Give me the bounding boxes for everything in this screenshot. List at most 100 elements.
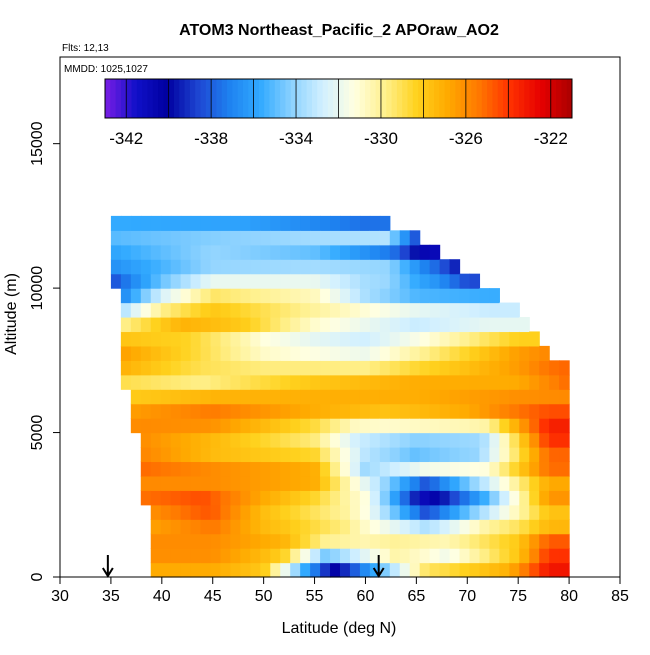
x-tick-label: 50 bbox=[255, 588, 273, 605]
heatmap-cell bbox=[320, 461, 331, 477]
colorbar-segment bbox=[147, 79, 154, 118]
heatmap-cell bbox=[240, 533, 251, 549]
heatmap-cell bbox=[280, 215, 291, 231]
heatmap-cell bbox=[140, 230, 152, 246]
colorbar-segment bbox=[173, 79, 180, 118]
heatmap-cell bbox=[369, 374, 381, 390]
heatmap-cell bbox=[220, 475, 232, 491]
colorbar-segment bbox=[471, 79, 477, 118]
heatmap-cell bbox=[509, 562, 520, 578]
heatmap-cell bbox=[519, 403, 530, 419]
heatmap-cell bbox=[260, 273, 271, 289]
heatmap-cell bbox=[539, 461, 550, 477]
heatmap-cell bbox=[270, 519, 281, 535]
heatmap-cell bbox=[270, 345, 281, 361]
heatmap-cell bbox=[320, 403, 331, 419]
heatmap-cell bbox=[349, 461, 361, 477]
heatmap-cell bbox=[210, 317, 222, 333]
heatmap-cell bbox=[429, 403, 441, 419]
colorbar-segment bbox=[396, 79, 403, 118]
heatmap-cell bbox=[419, 548, 431, 564]
heatmap-cell bbox=[270, 447, 281, 463]
heatmap-cell bbox=[180, 360, 192, 376]
heatmap-cell bbox=[499, 418, 510, 434]
heatmap-cell bbox=[459, 403, 471, 419]
heatmap-cell bbox=[260, 490, 271, 506]
heatmap-cell bbox=[310, 259, 321, 275]
colorbar-tick-label: -330 bbox=[364, 129, 398, 148]
colorbar-segment bbox=[481, 79, 488, 118]
heatmap-cell bbox=[170, 215, 182, 231]
heatmap-cell bbox=[459, 475, 471, 491]
heatmap-cell bbox=[369, 317, 381, 333]
heatmap-cell bbox=[549, 360, 560, 376]
heatmap-cell bbox=[379, 389, 391, 405]
heatmap-cell bbox=[140, 389, 152, 405]
heatmap-cell bbox=[320, 215, 331, 231]
heatmap-cell bbox=[300, 374, 311, 390]
heatmap-cell bbox=[469, 461, 481, 477]
heatmap-cell bbox=[539, 418, 550, 434]
heatmap-cell bbox=[330, 389, 341, 405]
colorbar-segment bbox=[264, 79, 271, 118]
heatmap-cell bbox=[519, 519, 530, 535]
heatmap-cell bbox=[310, 244, 321, 260]
heatmap-cell bbox=[120, 317, 132, 333]
heatmap-cell bbox=[399, 519, 411, 535]
heatmap-cell bbox=[509, 374, 520, 390]
heatmap-cell bbox=[399, 461, 411, 477]
heatmap-cell bbox=[389, 288, 401, 304]
heatmap-cell bbox=[469, 490, 481, 506]
heatmap-cell bbox=[320, 533, 331, 549]
heatmap-cell bbox=[230, 519, 241, 535]
y-tick-label: 5000 bbox=[29, 415, 46, 451]
heatmap-cell bbox=[459, 504, 471, 520]
heatmap-cell bbox=[469, 519, 481, 535]
heatmap-cell bbox=[190, 273, 202, 289]
heatmap-cell bbox=[359, 273, 371, 289]
heatmap-cell bbox=[349, 533, 361, 549]
heatmap-cell bbox=[389, 360, 401, 376]
heatmap-cell bbox=[130, 302, 142, 318]
heatmap-cell bbox=[429, 288, 441, 304]
heatmap-cell bbox=[519, 389, 530, 405]
heatmap-cell bbox=[190, 345, 202, 361]
heatmap-cell bbox=[529, 418, 540, 434]
heatmap-cell bbox=[120, 360, 132, 376]
x-tick-label: 65 bbox=[407, 588, 425, 605]
heatmap-cell bbox=[399, 562, 411, 578]
heatmap-cell bbox=[330, 273, 341, 289]
heatmap-cell bbox=[230, 345, 241, 361]
colorbar-segment bbox=[534, 79, 541, 118]
heatmap-cell bbox=[160, 432, 172, 448]
heatmap-cell bbox=[359, 432, 371, 448]
heatmap-cell bbox=[170, 490, 182, 506]
arrow-marker bbox=[372, 555, 385, 578]
heatmap-cell bbox=[439, 475, 451, 491]
heatmap-cell bbox=[250, 519, 261, 535]
heatmap-cell bbox=[469, 475, 481, 491]
heatmap-cell bbox=[429, 273, 441, 289]
heatmap-cell bbox=[240, 215, 251, 231]
heatmap-cell bbox=[290, 533, 301, 549]
heatmap-cell bbox=[240, 345, 251, 361]
heatmap-cell bbox=[419, 317, 431, 333]
heatmap-cell bbox=[250, 475, 261, 491]
heatmap-cell bbox=[509, 345, 520, 361]
heatmap-cell bbox=[379, 548, 391, 564]
heatmap-cell bbox=[499, 519, 510, 535]
heatmap-cell bbox=[160, 504, 172, 520]
heatmap-cell bbox=[509, 461, 520, 477]
heatmap-cell bbox=[200, 244, 212, 260]
heatmap-cell bbox=[240, 475, 251, 491]
colorbar-segment bbox=[566, 79, 573, 118]
colorbar-segment bbox=[449, 79, 456, 118]
colorbar-segment bbox=[338, 79, 345, 118]
x-tick-label: 45 bbox=[204, 588, 222, 605]
heatmap-cell bbox=[150, 302, 162, 318]
heatmap-cell bbox=[310, 317, 321, 333]
heatmap-cell bbox=[170, 389, 182, 405]
heatmap-cell bbox=[349, 562, 361, 578]
heatmap-cell bbox=[130, 317, 142, 333]
heatmap-cell bbox=[270, 389, 281, 405]
